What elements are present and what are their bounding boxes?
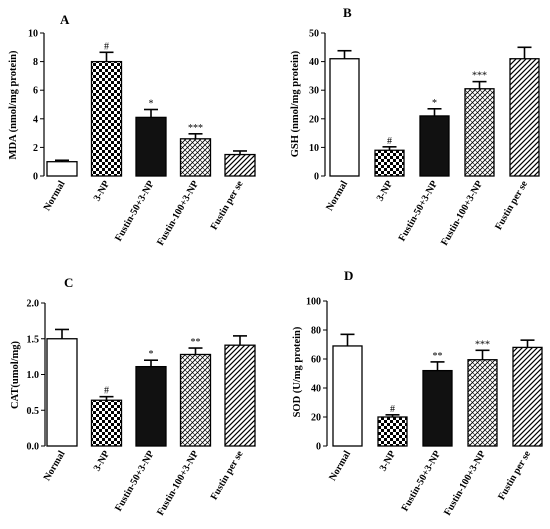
panel-b-bar-fustin-50-3-np	[419, 115, 450, 177]
panel-b-category-label-fustin-per-se: Fustin per se	[493, 179, 530, 232]
panel-b: B GSH (nmol/mg protein) 0 10 20 30 40 50 Norma…	[290, 5, 540, 248]
panel-c-y-tick-label: 1.0	[27, 370, 40, 381]
panel-a-category-label-fustin-100-3-np: Fustin-100+3-NP	[155, 179, 201, 248]
panel-b-bar-3-np	[374, 149, 405, 177]
panel-a-y-tick-label: 0	[33, 172, 38, 183]
panel-b-y-tick-label: 10	[309, 143, 319, 154]
panel-c-y-tick-label: 0.0	[27, 442, 40, 453]
panel-c: C CAT(umol/mg) 0.0 0.5 1.0 1.5 2.0 Normal #3-N…	[10, 275, 256, 518]
panel-d-marks: 0 20 40 60 80 100 Normal #3-NP ** Fustin-50+3-NP *…	[306, 297, 543, 518]
panel-d-bar-fustin-100-3-np	[467, 359, 498, 447]
panel-a-y-tick-label: 4	[33, 114, 38, 125]
panel-c-bar-3-np	[90, 399, 123, 447]
panel-b-significance-3-np: #	[387, 136, 392, 147]
panel-a-bar-3-np	[90, 60, 123, 177]
panel-a-bar-normal	[46, 161, 78, 177]
panel-d-bar-fustin-per-se	[512, 346, 543, 447]
panel-b-category-label-3-np: 3-NP	[375, 179, 395, 203]
panel-a-significance-3-np: #	[104, 41, 109, 52]
panel-c-significance-3-np: #	[104, 386, 109, 397]
panel-c-category-label-3-np: 3-NP	[92, 449, 112, 473]
panel-a-y-axis-label: MDA (nmol/mg protein)	[8, 50, 19, 159]
panel-c-category-label-fustin-50-3-np: Fustin-50+3-NP	[113, 449, 156, 513]
panel-a-y-tick-label: 6	[33, 86, 38, 97]
panel-d-y-tick-label: 60	[311, 355, 321, 366]
panel-b-category-label-normal: Normal	[324, 179, 350, 213]
panel-a-significance-fustin-50-3-np: *	[149, 99, 154, 110]
panel-b-bar-fustin-100-3-np	[464, 88, 495, 177]
panel-d-category-label-fustin-50-3-np: Fustin-50+3-NP	[400, 449, 443, 513]
panel-d-y-tick-label: 100	[306, 297, 321, 308]
panel-a-significance-fustin-100-3-np: ***	[188, 123, 203, 134]
panel-d-significance-fustin-50-3-np: **	[433, 351, 443, 362]
panel-d-bar-normal	[332, 345, 363, 447]
panel-b-y-tick-label: 20	[309, 114, 319, 125]
panel-b-y-tick-label: 40	[309, 57, 319, 68]
panel-d-y-tick-label: 80	[311, 326, 321, 337]
panel-a-marks: 0 2 4 6 8 10 Normal #3-NP * Fustin-50+3-NP *** Fust…	[28, 29, 256, 248]
panel-d-letter: D	[344, 268, 353, 283]
panel-a: A MDA (nmol/mg protein) 0 2 4 6 8 10 Normal #3-…	[8, 12, 256, 248]
panel-d-significance-3-np: #	[390, 404, 395, 415]
panel-b-marks: 0 10 20 30 40 50 Normal #3-NP * Fustin-50+3-NP ***…	[309, 29, 540, 248]
panel-d: D SOD (U/mg protein) 0 20 40 60 80 100 Normal #…	[292, 268, 543, 518]
panel-d-y-tick-label: 40	[311, 384, 321, 395]
panel-b-category-label-fustin-100-3-np: Fustin-100+3-NP	[439, 179, 485, 248]
panel-b-category-label-fustin-50-3-np: Fustin-50+3-NP	[397, 179, 440, 243]
panel-a-bar-fustin-per-se	[224, 153, 256, 177]
panel-b-y-axis-label: GSH (nmol/mg protein)	[290, 50, 301, 157]
panel-c-bar-normal	[46, 338, 78, 447]
panel-d-category-label-normal: Normal	[327, 449, 353, 483]
panel-d-y-tick-label: 20	[311, 413, 321, 424]
panel-b-bar-fustin-per-se	[509, 58, 540, 177]
panel-a-category-label-fustin-50-3-np: Fustin-50+3-NP	[113, 179, 156, 243]
panel-b-significance-fustin-50-3-np: *	[432, 98, 437, 109]
panel-b-y-tick-label: 0	[314, 172, 319, 183]
panel-c-letter: C	[64, 275, 73, 290]
panel-c-y-axis-label: CAT(umol/mg)	[10, 340, 21, 409]
panel-c-y-tick-label: 0.5	[27, 406, 40, 417]
panel-a-y-tick-label: 2	[33, 143, 38, 154]
panel-c-bar-fustin-50-3-np	[135, 365, 167, 447]
panel-b-bar-normal	[329, 58, 360, 177]
panel-d-y-tick-label: 0	[316, 442, 321, 453]
panel-d-bar-fustin-50-3-np	[422, 369, 453, 447]
panel-b-y-tick-label: 50	[309, 29, 319, 40]
panel-d-y-axis-label: SOD (U/mg protein)	[292, 326, 303, 417]
panel-a-bar-fustin-50-3-np	[135, 116, 167, 177]
panel-c-category-label-fustin-per-se: Fustin per se	[209, 449, 246, 502]
panel-d-bar-3-np	[377, 416, 408, 447]
panel-a-y-tick-label: 8	[33, 57, 38, 68]
panel-b-letter: B	[343, 5, 352, 20]
panel-c-bar-fustin-100-3-np	[179, 353, 212, 447]
panel-a-category-label-fustin-per-se: Fustin per se	[209, 179, 246, 232]
panel-c-marks: 0.0 0.5 1.0 1.5 2.0 Normal #3-NP * Fustin-50+3-N…	[27, 299, 256, 518]
panel-d-significance-fustin-100-3-np: ***	[475, 339, 490, 350]
panel-d-category-label-fustin-per-se: Fustin per se	[496, 449, 533, 502]
panel-b-significance-fustin-100-3-np: ***	[472, 71, 487, 82]
panel-c-significance-fustin-50-3-np: *	[149, 349, 154, 360]
panel-d-category-label-3-np: 3-NP	[378, 449, 398, 473]
panel-a-category-label-normal: Normal	[42, 179, 68, 213]
panel-c-y-tick-label: 2.0	[27, 299, 40, 310]
panel-b-y-tick-label: 30	[309, 86, 319, 97]
panel-a-y-tick-label: 10	[28, 29, 38, 40]
panel-a-letter: A	[60, 12, 70, 27]
panel-d-category-label-fustin-100-3-np: Fustin-100+3-NP	[442, 449, 488, 518]
panel-a-category-label-3-np: 3-NP	[92, 179, 112, 203]
panel-a-bar-fustin-100-3-np	[179, 138, 212, 177]
panel-c-bar-fustin-per-se	[224, 344, 256, 447]
panel-c-category-label-fustin-100-3-np: Fustin-100+3-NP	[155, 449, 201, 518]
panel-c-category-label-normal: Normal	[42, 449, 68, 483]
panel-c-significance-fustin-100-3-np: **	[191, 337, 201, 348]
panel-c-y-tick-label: 1.5	[27, 334, 40, 345]
